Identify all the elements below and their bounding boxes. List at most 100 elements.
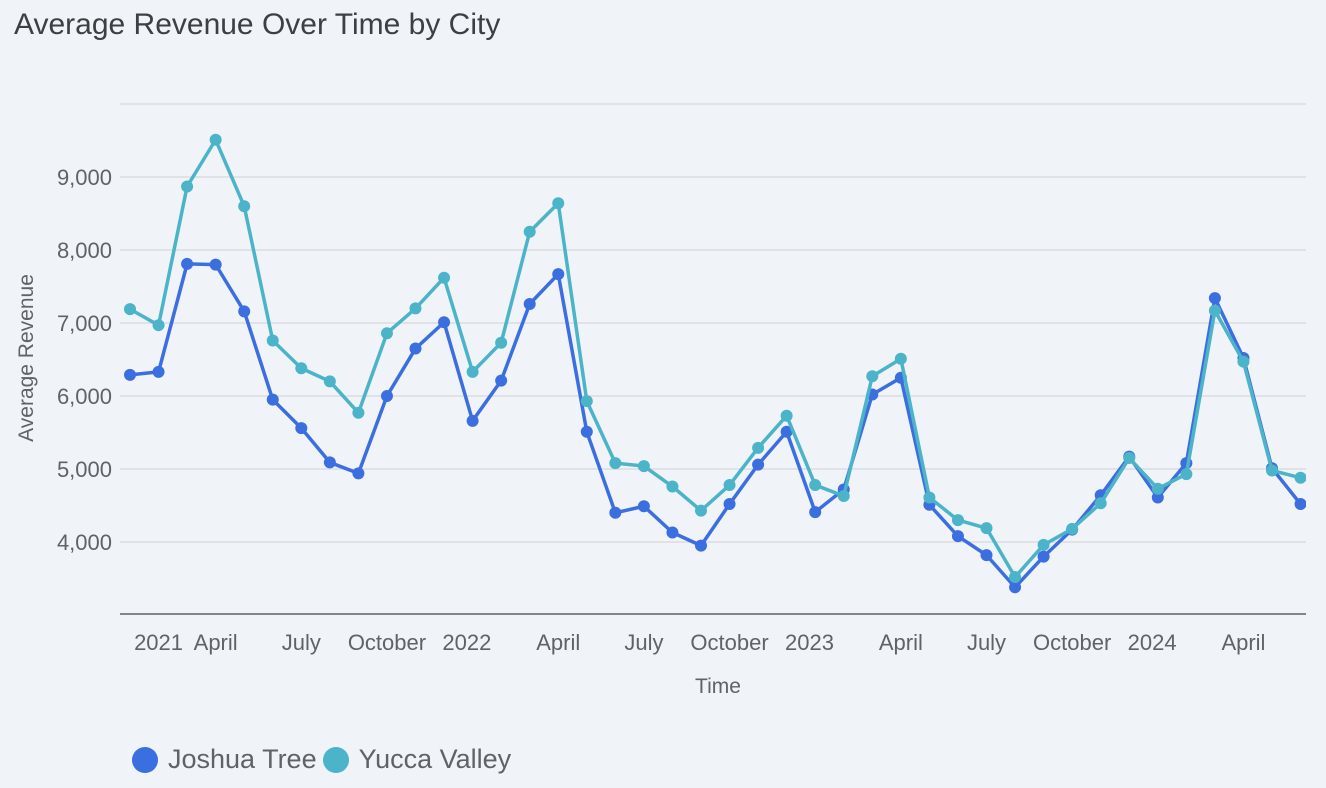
- data-point-joshua-tree[interactable]: [209, 258, 222, 271]
- x-tick-label: 2022: [442, 630, 491, 655]
- data-point-yucca-valley[interactable]: [523, 225, 536, 238]
- data-point-joshua-tree[interactable]: [580, 425, 593, 438]
- data-point-joshua-tree[interactable]: [152, 365, 165, 378]
- y-tick-label: 9,000: [57, 165, 112, 190]
- data-point-yucca-valley[interactable]: [666, 480, 679, 493]
- legend-item-joshua-tree[interactable]: Joshua Tree: [132, 744, 317, 775]
- data-point-yucca-valley[interactable]: [295, 362, 308, 375]
- data-point-yucca-valley[interactable]: [1237, 355, 1250, 368]
- y-tick-label: 8,000: [57, 238, 112, 263]
- data-point-yucca-valley[interactable]: [380, 327, 393, 340]
- data-point-joshua-tree[interactable]: [466, 414, 479, 427]
- data-point-yucca-valley[interactable]: [1066, 522, 1079, 535]
- x-tick-label: April: [1221, 630, 1265, 655]
- data-point-joshua-tree[interactable]: [352, 467, 365, 480]
- data-point-joshua-tree[interactable]: [323, 456, 336, 469]
- data-point-joshua-tree[interactable]: [409, 342, 422, 355]
- legend-label: Yucca Valley: [358, 744, 512, 774]
- legend-marker-joshua-tree: [132, 746, 158, 773]
- data-point-yucca-valley[interactable]: [1009, 571, 1022, 584]
- data-point-yucca-valley[interactable]: [124, 303, 136, 316]
- series-yucca-valley: [124, 133, 1307, 584]
- x-tick-label: October: [348, 630, 426, 655]
- series-line-joshua-tree: [129, 262, 1302, 590]
- x-tick-label: October: [1033, 630, 1111, 655]
- data-point-yucca-valley[interactable]: [1094, 497, 1107, 510]
- data-point-yucca-valley[interactable]: [894, 352, 907, 365]
- data-point-yucca-valley[interactable]: [609, 457, 622, 470]
- data-point-joshua-tree[interactable]: [637, 500, 650, 513]
- x-tick-label: 2024: [1128, 630, 1177, 655]
- data-point-yucca-valley[interactable]: [466, 365, 479, 378]
- data-point-yucca-valley[interactable]: [181, 180, 194, 193]
- data-point-joshua-tree[interactable]: [495, 374, 508, 387]
- data-point-yucca-valley[interactable]: [352, 406, 365, 419]
- data-point-joshua-tree[interactable]: [723, 498, 736, 511]
- data-point-joshua-tree[interactable]: [1294, 498, 1307, 511]
- data-point-yucca-valley[interactable]: [552, 197, 565, 210]
- data-point-joshua-tree[interactable]: [695, 539, 707, 552]
- data-point-yucca-valley[interactable]: [438, 271, 451, 284]
- legend-item-yucca-valley[interactable]: Yucca Valley: [322, 744, 512, 775]
- data-point-joshua-tree[interactable]: [752, 458, 765, 471]
- data-point-joshua-tree[interactable]: [438, 316, 451, 329]
- data-point-yucca-valley[interactable]: [1266, 464, 1278, 477]
- data-point-joshua-tree[interactable]: [1208, 292, 1221, 305]
- data-point-yucca-valley[interactable]: [780, 409, 793, 422]
- data-point-joshua-tree[interactable]: [181, 257, 194, 270]
- data-point-joshua-tree[interactable]: [1009, 581, 1022, 594]
- data-point-joshua-tree[interactable]: [266, 393, 279, 406]
- data-point-yucca-valley[interactable]: [1151, 482, 1164, 495]
- legend: Joshua Tree Yucca Valley: [132, 744, 517, 775]
- data-point-yucca-valley[interactable]: [495, 336, 508, 349]
- data-point-joshua-tree[interactable]: [809, 506, 822, 519]
- data-point-yucca-valley[interactable]: [152, 319, 165, 332]
- data-point-joshua-tree[interactable]: [951, 530, 964, 543]
- x-tick-label: April: [879, 630, 923, 655]
- data-point-yucca-valley[interactable]: [409, 302, 422, 315]
- y-axis-label: Average Revenue: [15, 274, 38, 442]
- data-point-yucca-valley[interactable]: [238, 200, 251, 213]
- data-point-yucca-valley[interactable]: [580, 395, 593, 408]
- data-point-yucca-valley[interactable]: [209, 133, 222, 146]
- data-point-joshua-tree[interactable]: [780, 425, 793, 438]
- series-joshua-tree: [124, 257, 1307, 594]
- series-line-yucca-valley: [129, 138, 1301, 579]
- data-point-yucca-valley[interactable]: [1208, 304, 1221, 317]
- data-point-yucca-valley[interactable]: [1180, 468, 1193, 481]
- data-point-yucca-valley[interactable]: [723, 479, 736, 492]
- x-tick-label: 2023: [785, 630, 834, 655]
- data-point-joshua-tree[interactable]: [552, 268, 565, 281]
- data-point-yucca-valley[interactable]: [266, 334, 279, 347]
- data-point-yucca-valley[interactable]: [866, 370, 879, 383]
- data-point-yucca-valley[interactable]: [695, 504, 707, 517]
- data-point-joshua-tree[interactable]: [1151, 491, 1164, 504]
- data-point-yucca-valley[interactable]: [951, 514, 964, 527]
- data-point-joshua-tree[interactable]: [380, 390, 393, 402]
- x-axis-label: Time: [695, 675, 741, 698]
- data-point-joshua-tree[interactable]: [980, 549, 993, 562]
- data-point-yucca-valley[interactable]: [637, 460, 650, 473]
- data-point-yucca-valley[interactable]: [837, 490, 850, 503]
- data-point-yucca-valley[interactable]: [1294, 471, 1307, 484]
- data-point-joshua-tree[interactable]: [295, 422, 308, 435]
- y-tick-label: 7,000: [57, 311, 112, 336]
- data-point-joshua-tree[interactable]: [1037, 550, 1050, 563]
- data-point-yucca-valley[interactable]: [323, 375, 336, 388]
- data-point-joshua-tree[interactable]: [523, 298, 536, 311]
- data-point-yucca-valley[interactable]: [1037, 538, 1050, 551]
- chart-title: Average Revenue Over Time by City: [14, 8, 501, 41]
- y-tick-label: 6,000: [57, 384, 112, 409]
- data-point-yucca-valley[interactable]: [923, 491, 936, 504]
- data-point-yucca-valley[interactable]: [980, 522, 993, 535]
- data-point-yucca-valley[interactable]: [1123, 452, 1136, 465]
- data-point-yucca-valley[interactable]: [809, 479, 822, 492]
- data-point-joshua-tree[interactable]: [609, 506, 622, 519]
- data-point-joshua-tree[interactable]: [124, 368, 136, 381]
- data-point-joshua-tree[interactable]: [238, 305, 251, 318]
- data-point-yucca-valley[interactable]: [752, 441, 765, 454]
- x-tick-label: July: [967, 630, 1006, 655]
- data-point-joshua-tree[interactable]: [666, 526, 679, 539]
- x-tick-label: April: [194, 630, 238, 655]
- legend-label: Joshua Tree: [168, 744, 317, 774]
